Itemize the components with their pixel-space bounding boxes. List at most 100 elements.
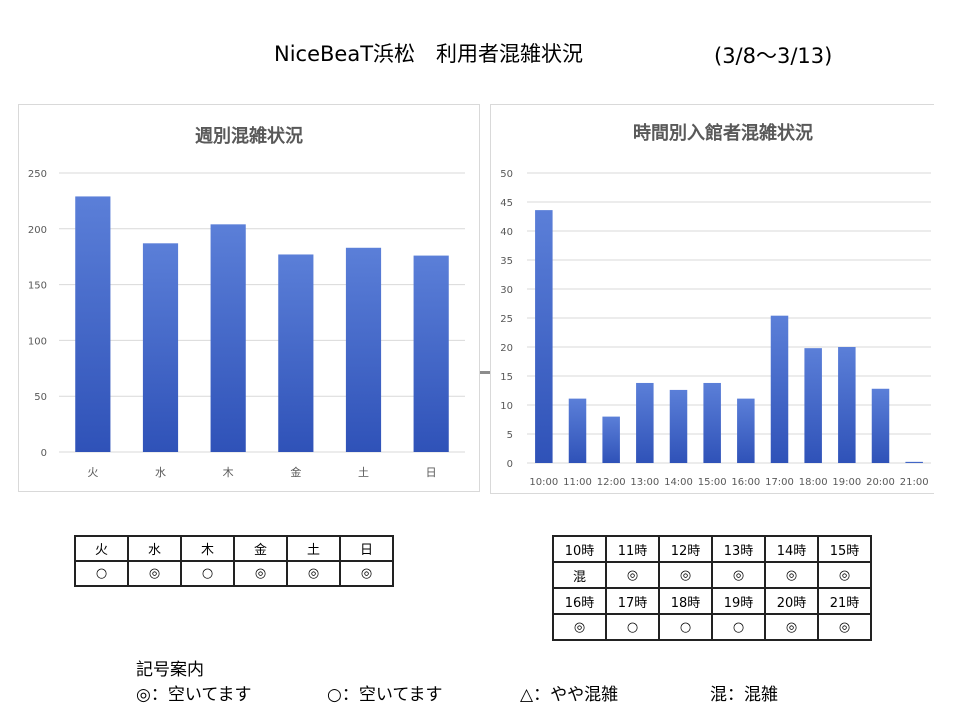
table-mark-cell: ◎	[605, 561, 660, 589]
y-tick-label: 0	[507, 459, 513, 470]
legend-item-circle: ○：空いてます	[327, 685, 443, 705]
y-tick-label: 100	[28, 336, 47, 347]
table-mark-cell: ◎	[817, 613, 872, 641]
table-mark-cell: ○	[74, 560, 129, 587]
bar	[535, 210, 553, 463]
bar	[804, 348, 822, 463]
x-tick-label: 18:00	[799, 477, 828, 488]
y-tick-label: 25	[500, 314, 513, 325]
bar	[871, 388, 890, 463]
y-tick-label: 50	[34, 392, 47, 403]
weekly-chart-panel: 週別混雑状況 0 50 100 150 200 250 火 水 木 金 土 日	[18, 104, 480, 492]
table-mark-cell: ◎	[711, 561, 766, 589]
x-tick-label: 15:00	[698, 477, 727, 488]
table-mark-cell: ◎	[764, 613, 819, 641]
table-header-cell: 21時	[817, 587, 872, 615]
table-row: ◎ ○ ○ ○ ◎ ◎	[552, 613, 872, 641]
legend-item-crowded: 混：混雑	[710, 685, 778, 705]
table-mark-cell: ◎	[552, 613, 607, 641]
y-tick-label: 35	[500, 256, 513, 267]
table-mark-cell: ◎	[127, 560, 182, 587]
x-tick-label: 水	[155, 466, 166, 479]
x-tick-label: 金	[290, 465, 301, 479]
table-row: 16時 17時 18時 19時 20時 21時	[552, 587, 872, 615]
table-mark-cell: 混	[552, 561, 607, 589]
bar	[737, 398, 755, 463]
x-tick-label: 20:00	[866, 477, 895, 488]
x-tick-label: 土	[358, 466, 369, 479]
table-row: 火 水 木 金 土 日	[74, 535, 394, 562]
table-header-cell: 木	[180, 535, 235, 562]
table-header-cell: 14時	[764, 535, 819, 563]
legend-item-double-circle: ◎：空いてます	[136, 685, 252, 705]
legend-title: 記号案内	[136, 660, 204, 680]
table-header-cell: 20時	[764, 587, 819, 615]
table-header-cell: 日	[339, 535, 394, 562]
x-tick-label: 14:00	[664, 477, 693, 488]
divider-mark	[480, 371, 490, 374]
hourly-congestion-table: 10時 11時 12時 13時 14時 15時 混 ◎ ◎ ◎ ◎ ◎ 16時 …	[552, 535, 872, 641]
table-row: ○ ◎ ○ ◎ ◎ ◎	[74, 560, 394, 587]
table-header-cell: 17時	[605, 587, 660, 615]
bar	[345, 247, 382, 452]
y-tick-label: 10	[500, 401, 513, 412]
y-tick-label: 50	[500, 169, 513, 180]
y-tick-label: 45	[500, 198, 513, 209]
x-tick-label: 木	[223, 466, 234, 479]
x-tick-label: 16:00	[731, 477, 760, 488]
table-header-cell: 19時	[711, 587, 766, 615]
table-mark-cell: ◎	[339, 560, 394, 587]
x-tick-label: 火	[87, 466, 98, 479]
x-tick-label: 日	[426, 466, 437, 479]
table-header-cell: 15時	[817, 535, 872, 563]
y-tick-label: 30	[500, 285, 513, 296]
bar	[278, 254, 314, 452]
hourly-chart-panel: 時間別入館者混雑状況 0 5 10 15 20 25 30 35 40 45 50 10:00 11:00…	[490, 104, 934, 494]
bar	[905, 461, 923, 463]
bar	[703, 382, 721, 463]
table-header-cell: 金	[233, 535, 288, 562]
table-header-cell: 11時	[605, 535, 660, 563]
y-tick-label: 20	[500, 343, 513, 354]
y-tick-label: 40	[500, 227, 513, 238]
table-header-cell: 13時	[711, 535, 766, 563]
bar	[669, 389, 688, 463]
table-mark-cell: ◎	[658, 561, 713, 589]
weekly-chart: 週別混雑状況 0 50 100 150 200 250 火 水 木 金 土 日	[28, 125, 465, 479]
table-header-cell: 16時	[552, 587, 607, 615]
table-mark-cell: ○	[180, 560, 235, 587]
y-tick-label: 200	[28, 225, 47, 236]
table-mark-cell: ◎	[233, 560, 288, 587]
y-tick-label: 0	[41, 448, 47, 459]
bar	[142, 243, 179, 452]
y-tick-label: 5	[507, 430, 513, 441]
y-tick-label: 250	[28, 169, 47, 180]
y-tick-label: 150	[28, 281, 47, 292]
table-mark-cell: ◎	[286, 560, 341, 587]
table-mark-cell: ◎	[764, 561, 819, 589]
x-tick-label: 12:00	[597, 477, 626, 488]
table-header-cell: 10時	[552, 535, 607, 563]
table-header-cell: 水	[127, 535, 182, 562]
x-tick-label: 11:00	[563, 477, 592, 488]
table-header-cell: 18時	[658, 587, 713, 615]
table-mark-cell: ○	[658, 613, 713, 641]
page-title: NiceBeaT浜松 利用者混雑状況	[274, 42, 584, 66]
bar	[568, 398, 587, 463]
table-mark-cell: ○	[711, 613, 766, 641]
x-tick-label: 17:00	[765, 477, 794, 488]
legend-item-triangle: △：やや混雑	[520, 685, 619, 705]
table-header-cell: 土	[286, 535, 341, 562]
y-tick-label: 15	[500, 372, 513, 383]
bar	[838, 347, 856, 463]
table-header-cell: 火	[74, 535, 129, 562]
bar	[413, 255, 449, 452]
bar	[636, 382, 654, 463]
table-header-cell: 12時	[658, 535, 713, 563]
bar	[770, 315, 789, 463]
chart-title: 時間別入館者混雑状況	[633, 122, 813, 144]
chart-title: 週別混雑状況	[195, 125, 303, 147]
x-tick-label: 21:00	[900, 477, 929, 488]
table-row: 混 ◎ ◎ ◎ ◎ ◎	[552, 561, 872, 589]
x-tick-label: 10:00	[529, 477, 558, 488]
